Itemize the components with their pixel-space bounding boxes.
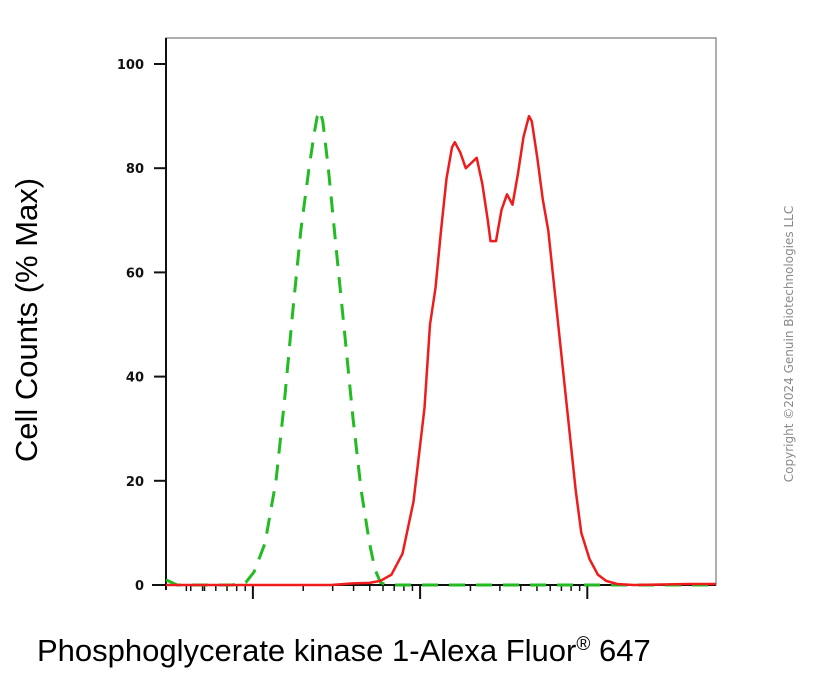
x-axis-label-main: Phosphoglycerate kinase 1-Alexa Fluor	[37, 633, 576, 668]
series-line-sample	[166, 114, 716, 587]
y-axis-ticks: 0 20 40 60 80 100	[117, 58, 166, 594]
x-axis-ticks	[185, 585, 589, 599]
y-tick-label: 60	[126, 266, 144, 281]
series-group	[165, 109, 716, 587]
plot-frame	[165, 37, 717, 586]
y-axis-label: Cell Counts (% Max)	[9, 178, 44, 462]
y-tick-label: 40	[126, 371, 144, 386]
registered-mark: ®	[576, 634, 590, 655]
x-axis-label-tail: 647	[590, 633, 650, 668]
y-tick-label: 0	[135, 579, 144, 594]
copyright-text: Copyright ©2024 Genuin Biotechnologies L…	[782, 206, 796, 482]
y-tick-label: 80	[126, 162, 144, 177]
y-tick-label: 100	[117, 58, 144, 73]
series-line-control	[165, 109, 716, 587]
y-tick-label: 20	[126, 475, 144, 490]
x-axis-label: Phosphoglycerate kinase 1-Alexa Fluor® 6…	[37, 633, 651, 668]
